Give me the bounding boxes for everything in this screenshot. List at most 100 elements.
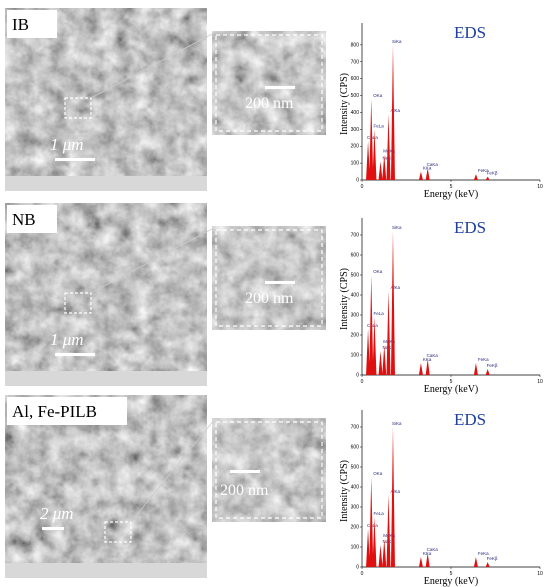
peak [372,317,377,375]
sem-image [5,395,207,578]
peak [382,345,387,375]
y-tick-label: 500 [351,273,360,279]
chart-title: EDS [454,23,486,42]
peak-label: OKa [373,471,383,476]
peak-label: AlKa [391,285,401,290]
peak-label: OKa [373,93,383,98]
peak [382,154,387,180]
peak [473,557,478,567]
inset-frame [215,34,323,132]
peak [485,176,490,180]
y-tick-label: 200 [351,525,360,531]
x-tick-label: 0 [361,379,364,385]
y-tick-label: 400 [351,293,360,299]
y-axis-label: Intensity (CPS) [339,73,350,135]
sem-info-bar [5,563,207,578]
inset-frame [215,229,323,327]
x-axis-label: Energy (keV) [424,384,479,395]
y-tick-label: 100 [351,161,360,167]
y-tick-label: 0 [356,565,359,571]
peak-label: CaKa [427,353,439,358]
peak [372,129,377,180]
sem-image [5,8,207,191]
peak [378,351,383,375]
peak-label: SiKa [392,421,402,426]
zoom-line [90,32,215,99]
y-tick-label: 300 [351,127,360,133]
peak [378,545,383,567]
panel-label: Al, Fe-PILB [12,402,97,421]
sem-image [5,203,207,386]
inset-scale-bar [265,86,295,89]
scale-label: 2 μm [40,504,74,523]
peak [485,369,490,375]
x-tick-label: 5 [450,571,453,577]
peak [425,359,430,375]
peak [418,363,423,375]
peak [418,557,423,567]
inset-image [212,418,326,522]
scale-label: 1 μm [50,330,84,349]
y-tick-label: 300 [351,313,360,319]
y-tick-label: 700 [351,425,360,431]
peak-label: FeLa [373,311,384,316]
peak [386,291,391,375]
peak [378,161,383,180]
y-tick-label: 100 [351,353,360,359]
peak [390,44,395,181]
sem-info-bar [5,371,207,386]
peak [366,141,371,180]
peak-label: FeKβ [487,363,498,368]
inset-image [212,31,326,135]
y-tick-label: 200 [351,333,360,339]
peak [372,517,377,567]
scale-bar [55,158,95,161]
peak [473,363,478,375]
peak-label: FeKβ [487,556,498,561]
x-axis-label: Energy (keV) [424,576,479,587]
peak-label: AlKa [391,108,401,113]
y-tick-label: 500 [351,465,360,471]
peak [425,553,430,567]
chart-title: EDS [454,218,486,237]
peak-label: FeLa [373,123,384,128]
peak-label: FeKβ [487,171,498,176]
peak [382,539,387,567]
peak [386,495,391,567]
x-tick-label: 10 [537,379,543,385]
peak [369,275,374,375]
x-tick-label: 0 [361,571,364,577]
peak-label: CaLa [367,135,378,140]
inset-scale-bar [265,281,295,284]
y-axis-label: Intensity (CPS) [339,460,350,522]
label-box [7,205,57,233]
y-tick-label: 0 [356,178,359,184]
y-tick-label: 500 [351,93,360,99]
peak-label: KKa [423,166,432,171]
label-box [7,10,57,38]
peak-label: FeKa [478,168,489,173]
peak-label: AlKa [391,489,401,494]
y-tick-label: 600 [351,76,360,82]
zoom-box [104,521,132,543]
peak-label: OKa [373,269,383,274]
y-tick-label: 700 [351,233,360,239]
y-tick-label: 100 [351,545,360,551]
zoom-box [64,97,92,119]
peak-label: CaKa [427,547,439,552]
y-tick-label: 300 [351,505,360,511]
inset-frame [215,421,323,519]
chart-title: EDS [454,410,486,429]
x-tick-label: 0 [361,184,364,190]
panel-label: IB [12,15,29,34]
peak-label: SiKa [392,225,402,230]
peak [369,477,374,567]
sem-info-bar [5,176,207,191]
peak-label: FeKa [478,551,489,556]
y-tick-label: 600 [351,253,360,259]
x-tick-label: 10 [537,571,543,577]
peak-label: FeLa [373,511,384,516]
peak [485,562,490,567]
peak-label: SiKa [392,39,402,44]
